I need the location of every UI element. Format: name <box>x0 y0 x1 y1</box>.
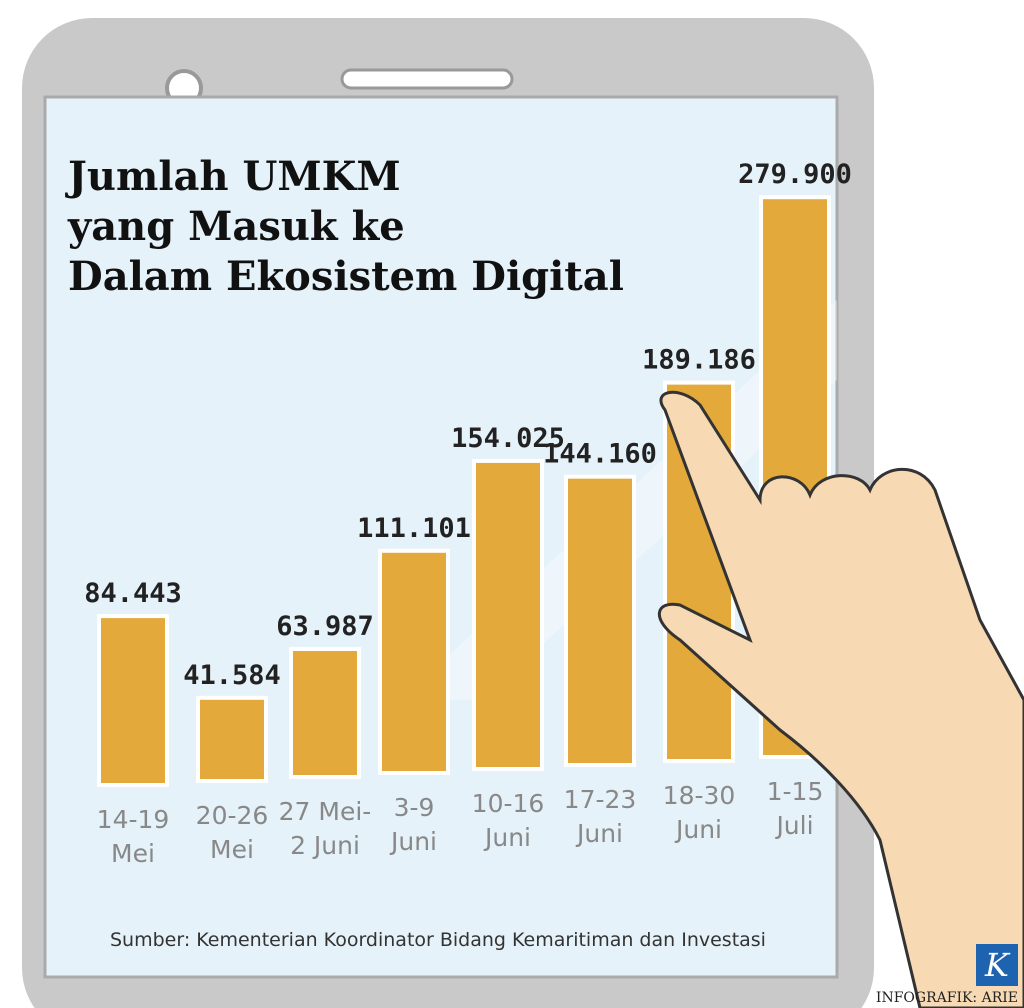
x-tick-label: 27 Mei- <box>279 797 372 826</box>
value-label: 279.900 <box>738 159 852 190</box>
x-tick-label: 3-9 <box>394 793 435 822</box>
phone-speaker <box>340 68 514 90</box>
bar <box>196 695 268 783</box>
x-tick-label: 20-26 <box>196 801 269 830</box>
x-tick-label: 10-16 <box>472 789 545 818</box>
bar <box>378 548 450 775</box>
value-label: 144.160 <box>543 439 657 470</box>
chart-title: yang Masuk ke <box>67 203 405 250</box>
source: Sumber: Kementerian Koordinator Bidang K… <box>110 929 766 951</box>
hand <box>657 390 1024 1008</box>
value-label: 41.584 <box>183 660 281 691</box>
value-label: 189.186 <box>642 345 756 376</box>
chart-title: Jumlah UMKM <box>65 153 401 200</box>
x-tick-label: Juni <box>575 819 623 848</box>
x-tick-label: 2 Juni <box>290 831 360 860</box>
bar <box>97 614 169 788</box>
value-label: 154.025 <box>451 423 565 454</box>
value-label: 111.101 <box>357 513 471 544</box>
value-label: 84.443 <box>84 578 182 609</box>
bar <box>472 458 544 771</box>
x-tick-label: Juni <box>483 823 531 852</box>
logo: K <box>984 946 1011 984</box>
x-tick-label: Mei <box>210 835 254 864</box>
x-tick-label: 14-19 <box>97 805 170 834</box>
bar <box>564 474 636 767</box>
x-tick-label: Juni <box>389 827 437 856</box>
x-tick-label: 1-15 <box>767 777 824 806</box>
x-tick-label: 18-30 <box>663 781 736 810</box>
value-label: 63.987 <box>276 611 374 642</box>
x-tick-label: Juli <box>774 811 813 840</box>
bar <box>289 647 361 779</box>
x-tick-label: Mei <box>111 839 155 868</box>
logo-box <box>976 944 1018 986</box>
x-tick-label: 17-23 <box>564 785 637 814</box>
credit: INFOGRAFIK: ARIE <box>876 990 1018 1006</box>
chart-title: Dalam Ekosistem Digital <box>68 253 624 300</box>
x-tick-label: Juni <box>674 815 722 844</box>
